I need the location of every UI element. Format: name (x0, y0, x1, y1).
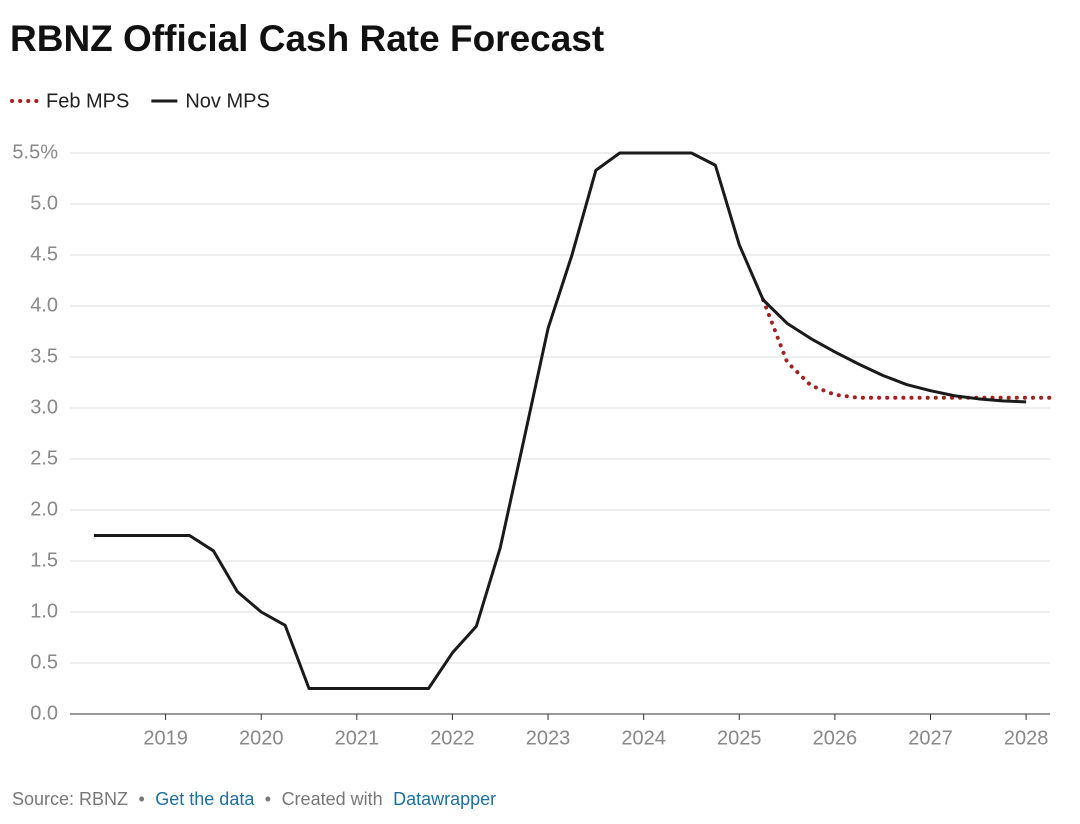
legend-label: Feb MPS (46, 90, 129, 112)
x-tick-label: 2025 (717, 727, 762, 749)
y-tick-label: 4.5 (30, 243, 58, 265)
get-data-link[interactable]: Get the data (155, 789, 255, 809)
footer: Source: RBNZ • Get the data • Created wi… (12, 789, 496, 809)
chart-title: RBNZ Official Cash Rate Forecast (10, 18, 604, 59)
x-tick-label: 2021 (335, 727, 380, 749)
y-tick-label: 5.5% (12, 141, 58, 163)
line (761, 297, 1052, 400)
y-tick-label: 2.5 (30, 447, 58, 469)
created-with: Created with (282, 789, 383, 809)
datawrapper-link[interactable]: Datawrapper (393, 789, 496, 809)
separator: • (139, 789, 145, 809)
y-tick-label: 4.0 (30, 294, 58, 316)
x-tick-label: 2020 (239, 727, 284, 749)
y-tick-label: 2.0 (30, 498, 58, 520)
y-tick-label: 5.0 (30, 192, 58, 214)
x-tick-label: 2026 (813, 727, 858, 749)
separator: • (265, 789, 271, 809)
y-tick-label: 1.0 (30, 600, 58, 622)
y-tick-label: 0.5 (30, 651, 58, 673)
y-tick-label: 3.0 (30, 396, 58, 418)
x-tick-label: 2027 (908, 727, 953, 749)
x-tick-label: 2019 (143, 727, 188, 749)
line (93, 151, 1027, 690)
x-tick-label: 2028 (1004, 727, 1049, 749)
y-tick-label: 1.5 (30, 549, 58, 571)
x-tick-label: 2022 (430, 727, 475, 749)
y-tick-label: 0.0 (30, 702, 58, 724)
x-tick-label: 2023 (526, 727, 571, 749)
y-tick-label: 3.5 (30, 345, 58, 367)
legend-label: Nov MPS (185, 90, 269, 112)
source: Source: RBNZ (12, 789, 128, 809)
x-tick-label: 2024 (621, 727, 666, 749)
